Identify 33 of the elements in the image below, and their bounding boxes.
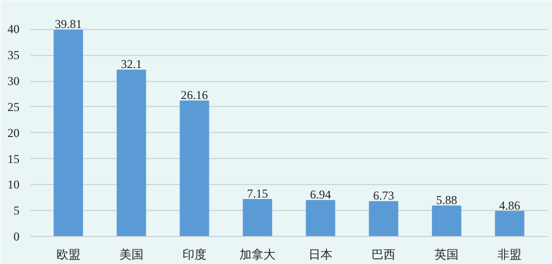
bar <box>368 201 398 236</box>
x-tick-label: 美国 <box>119 248 144 262</box>
data-label: 7.15 <box>246 186 268 200</box>
bar <box>54 30 84 236</box>
data-label: 5.88 <box>436 193 458 208</box>
x-tick-label: 欧盟 <box>56 248 80 262</box>
data-label: 32.1 <box>120 57 142 72</box>
y-tick-label: 5 <box>14 204 20 218</box>
x-tick-label: 加拿大 <box>239 248 276 262</box>
bar <box>242 198 272 236</box>
y-tick-label: 15 <box>8 152 20 166</box>
x-tick-label: 日本 <box>308 248 333 262</box>
y-tick-label: 30 <box>8 74 20 88</box>
bar <box>494 210 524 236</box>
data-label: 39.81 <box>54 17 82 32</box>
x-tick-label: 巴西 <box>372 248 396 262</box>
y-tick-label: 20 <box>8 126 20 140</box>
y-tick-label: 40 <box>8 22 20 36</box>
y-tick-label: 25 <box>8 100 20 114</box>
data-label: 26.16 <box>180 88 208 102</box>
bar <box>432 206 462 236</box>
bar <box>116 70 146 236</box>
data-label: 6.94 <box>310 188 332 202</box>
y-tick-label: 35 <box>8 48 20 62</box>
x-tick-label: 英国 <box>434 248 459 262</box>
bar <box>306 200 336 236</box>
x-tick-label: 非盟 <box>498 248 522 262</box>
y-tick-label: 10 <box>8 178 20 192</box>
y-tick-label: 0 <box>14 230 20 244</box>
x-tick-label: 印度 <box>182 248 206 262</box>
data-label: 4.86 <box>499 198 520 212</box>
data-label: 6.73 <box>373 188 394 203</box>
bar <box>180 100 210 236</box>
